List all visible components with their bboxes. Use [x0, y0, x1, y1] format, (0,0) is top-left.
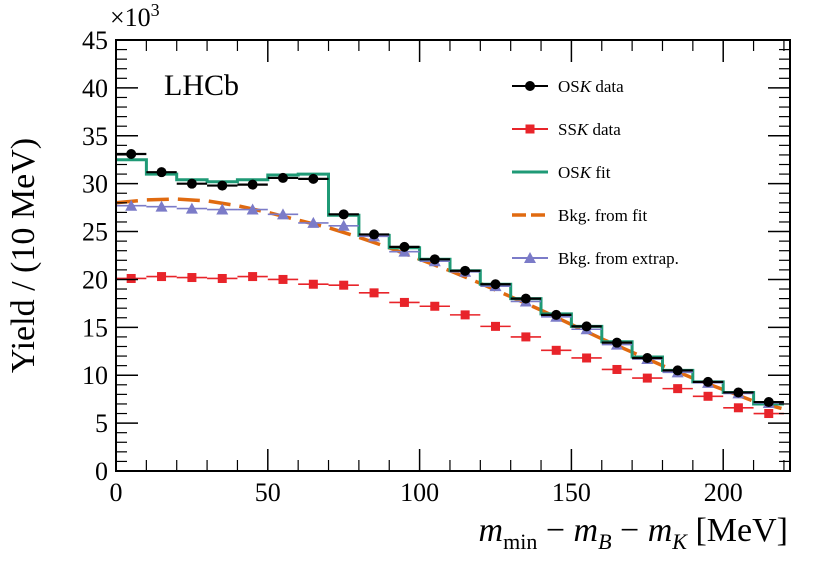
ssk-data-point — [582, 353, 592, 363]
ssk-data-point — [764, 409, 774, 419]
x-tick-label: 100 — [400, 478, 439, 507]
osk-data-point — [399, 241, 410, 252]
osk-data-point — [126, 148, 137, 159]
x-tick-label: 200 — [704, 478, 743, 507]
legend-label: OSK fit — [558, 163, 611, 182]
ssk-data-point — [217, 273, 227, 283]
y-tick-label: 15 — [82, 313, 108, 342]
osk-data-point — [611, 337, 622, 348]
y-tick-label: 5 — [95, 409, 108, 438]
osk-data-point — [186, 178, 197, 189]
experiment-label: LHCb — [164, 69, 239, 102]
bkg-extrap-point — [185, 202, 198, 214]
y-tick-label: 20 — [82, 265, 108, 294]
axis-ticks: 0 50 100 150 200 0 5 10 15 20 25 30 35 40 45 — [82, 26, 790, 507]
osk-data-point — [217, 180, 228, 191]
osk-data-point — [763, 397, 774, 408]
osk-data-point — [460, 265, 471, 276]
osk-data-point — [277, 172, 288, 183]
series-osk-fit-step — [116, 158, 784, 406]
bkg-extrap-point — [125, 199, 138, 211]
legend-label: Bkg. from fit — [558, 206, 648, 225]
y-tick-label: 10 — [82, 361, 108, 390]
bkg-extrap-point — [337, 219, 350, 231]
bkg-extrap-point — [155, 200, 168, 212]
legend-marker-square — [525, 124, 535, 134]
ssk-data-point — [642, 373, 652, 383]
osk-data-point — [581, 321, 592, 332]
ssk-data-point — [248, 272, 258, 282]
ssk-data-point — [673, 384, 683, 394]
y-tick-label: 40 — [82, 74, 108, 103]
x-tick-label: 150 — [552, 478, 591, 507]
osk-data-point — [490, 279, 501, 290]
legend-label: SSK data — [558, 120, 621, 139]
series-bkg-fit-curve — [115, 197, 791, 413]
legend-entry-bkg_extrap: Bkg. from extrap. — [512, 249, 679, 268]
ssk-data-point — [339, 280, 349, 290]
legend-marker-triangle — [524, 252, 536, 263]
osk-data-point — [429, 254, 440, 265]
ssk-data-point — [551, 345, 561, 355]
osk-data-point — [308, 173, 319, 184]
ssk-data-point — [733, 403, 743, 413]
legend-label: OSK data — [558, 77, 624, 96]
osk-data-point — [520, 293, 531, 304]
legend-marker-circle — [525, 81, 535, 91]
osk-data-point — [642, 352, 653, 363]
ssk-data-point — [430, 301, 440, 311]
ssk-data-point — [491, 321, 501, 331]
bkg-extrap-point — [307, 216, 320, 228]
x-tick-label: 0 — [110, 478, 123, 507]
ssk-data-point — [460, 310, 470, 320]
ssk-data-point — [278, 274, 288, 284]
osk-data-point — [338, 209, 349, 220]
osk-data-point — [733, 387, 744, 398]
y-tick-label: 25 — [82, 218, 108, 247]
osk-data-point — [672, 365, 683, 376]
bkg-extrap-point — [246, 203, 259, 215]
plot-frame — [115, 39, 791, 472]
ssk-data-point — [612, 364, 622, 374]
legend-entry-osk_data: OSK data — [512, 77, 624, 96]
osk-data-point — [247, 179, 258, 190]
legend-entry-ssk_data: SSK data — [512, 120, 621, 139]
ssk-data-point — [369, 288, 379, 298]
osk-data-point — [551, 309, 562, 320]
ssk-data-point — [308, 279, 318, 289]
bkg-extrap-point — [216, 203, 229, 215]
ssk-data-point — [126, 273, 136, 283]
ssk-data-point — [399, 297, 409, 307]
x-tick-label: 50 — [255, 478, 281, 507]
y-tick-label: 35 — [82, 122, 108, 151]
legend-entry-osk_fit: OSK fit — [512, 163, 611, 182]
bkg-extrap-point — [276, 208, 289, 220]
legend-label: Bkg. from extrap. — [558, 249, 679, 268]
ssk-data-point — [521, 332, 531, 342]
y-axis-multiplier: ×103 — [110, 0, 160, 32]
plot-area — [115, 148, 791, 419]
ssk-data-point — [703, 391, 713, 401]
y-tick-label: 0 — [95, 457, 108, 486]
ssk-data-point — [157, 272, 167, 282]
y-tick-label: 45 — [82, 26, 108, 55]
ssk-data-point — [187, 273, 197, 283]
y-tick-label: 30 — [82, 170, 108, 199]
osk-data-point — [369, 229, 380, 240]
legend: OSK data SSK data OSK fit Bkg. from fit Bkg.… — [512, 77, 679, 268]
osk-data-point — [156, 167, 167, 178]
x-axis-title: mmin − mB − mK [MeV] — [479, 512, 788, 554]
osk-data-point — [703, 376, 714, 387]
legend-entry-bkg_fit: Bkg. from fit — [512, 206, 648, 225]
y-axis-title: Yield / (10 MeV) — [5, 138, 42, 373]
